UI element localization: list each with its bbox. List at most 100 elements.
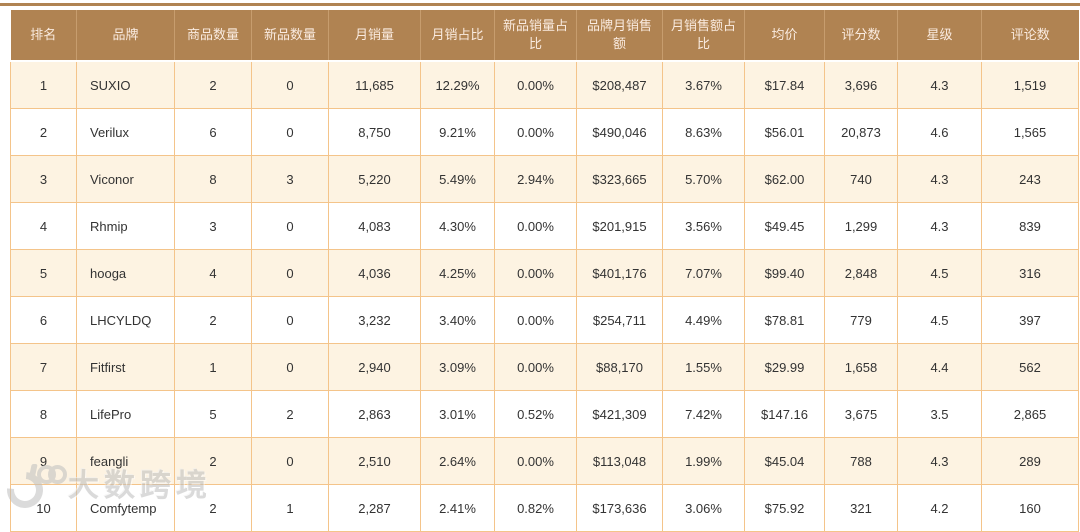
cell-review_count: 562: [981, 343, 1079, 391]
cell-monthly_sales_share: 2.41%: [420, 484, 495, 532]
cell-monthly_sales_share: 12.29%: [420, 60, 495, 109]
cell-monthly_revenue: $201,915: [576, 202, 663, 250]
cell-rank: 8: [10, 390, 77, 438]
cell-new_products: 0: [251, 249, 329, 297]
cell-products: 3: [174, 202, 252, 250]
cell-rating_count: 321: [824, 484, 898, 532]
cell-new_sales_share: 0.00%: [494, 60, 577, 109]
cell-rank: 7: [10, 343, 77, 391]
column-header-avg_price: 均价: [744, 10, 825, 62]
cell-avg_price: $17.84: [744, 60, 825, 109]
cell-monthly_sales: 4,036: [328, 249, 421, 297]
cell-products: 2: [174, 437, 252, 485]
cell-avg_price: $45.04: [744, 437, 825, 485]
cell-rating_count: 1,658: [824, 343, 898, 391]
cell-new_products: 0: [251, 108, 329, 156]
cell-new_products: 0: [251, 343, 329, 391]
cell-new_sales_share: 0.82%: [494, 484, 577, 532]
cell-monthly_sales: 11,685: [328, 60, 421, 109]
cell-rating_count: 1,299: [824, 202, 898, 250]
cell-brand: hooga: [76, 249, 175, 297]
cell-star: 4.5: [897, 296, 982, 344]
column-header-monthly_revenue: 品牌月销售额: [576, 10, 663, 62]
cell-star: 4.3: [897, 437, 982, 485]
cell-star: 4.5: [897, 249, 982, 297]
cell-avg_price: $62.00: [744, 155, 825, 203]
cell-monthly_revenue_share: 3.56%: [662, 202, 745, 250]
cell-monthly_revenue_share: 1.99%: [662, 437, 745, 485]
cell-new_sales_share: 0.00%: [494, 249, 577, 297]
cell-review_count: 289: [981, 437, 1079, 485]
column-header-new_products: 新品数量: [251, 10, 329, 62]
cell-avg_price: $49.45: [744, 202, 825, 250]
cell-monthly_revenue_share: 4.49%: [662, 296, 745, 344]
cell-monthly_sales: 2,863: [328, 390, 421, 438]
cell-monthly_sales: 3,232: [328, 296, 421, 344]
brand-ranking-table: 排名 品牌 商品数量 新品数量 月销量 月销占比 新品销量占比 品牌月销售额 月销售额占比 均价评…: [10, 10, 1079, 532]
cell-review_count: 1,519: [981, 60, 1079, 109]
cell-monthly_revenue: $490,046: [576, 108, 663, 156]
cell-star: 3.5: [897, 390, 982, 438]
cell-products: 1: [174, 343, 252, 391]
cell-brand: Viconor: [76, 155, 175, 203]
cell-review_count: 1,565: [981, 108, 1079, 156]
cell-monthly_sales: 5,220: [328, 155, 421, 203]
table-row: 4 Rhmip 3 0 4,083 4.30% 0.00% $201,915 3.56% $49.…: [10, 202, 1079, 250]
cell-monthly_sales: 2,940: [328, 343, 421, 391]
column-header-new_sales_share: 新品销量占比: [494, 10, 577, 62]
cell-products: 2: [174, 484, 252, 532]
cell-brand: LifePro: [76, 390, 175, 438]
cell-monthly_revenue: $88,170: [576, 343, 663, 391]
table-body: 1 SUXIO 2 0 11,685 12.29% 0.00% $208,487 3.67% $1…: [10, 60, 1079, 532]
cell-rating_count: 3,675: [824, 390, 898, 438]
column-header-rank: 排名: [10, 10, 77, 62]
cell-monthly_revenue: $421,309: [576, 390, 663, 438]
cell-monthly_revenue_share: 7.07%: [662, 249, 745, 297]
cell-review_count: 243: [981, 155, 1079, 203]
cell-new_products: 0: [251, 296, 329, 344]
cell-monthly_revenue: $401,176: [576, 249, 663, 297]
cell-new_products: 1: [251, 484, 329, 532]
cell-products: 4: [174, 249, 252, 297]
cell-products: 2: [174, 296, 252, 344]
cell-star: 4.6: [897, 108, 982, 156]
table-row: 7 Fitfirst 1 0 2,940 3.09% 0.00% $88,170 1.55% $2…: [10, 343, 1079, 391]
cell-new_products: 0: [251, 202, 329, 250]
cell-rank: 4: [10, 202, 77, 250]
cell-new_products: 3: [251, 155, 329, 203]
cell-monthly_revenue: $208,487: [576, 60, 663, 109]
cell-new_sales_share: 0.52%: [494, 390, 577, 438]
cell-avg_price: $56.01: [744, 108, 825, 156]
cell-monthly_sales: 4,083: [328, 202, 421, 250]
cell-monthly_sales_share: 3.01%: [420, 390, 495, 438]
cell-review_count: 397: [981, 296, 1079, 344]
cell-avg_price: $147.16: [744, 390, 825, 438]
cell-new_products: 2: [251, 390, 329, 438]
cell-avg_price: $78.81: [744, 296, 825, 344]
header-row: 排名 品牌 商品数量 新品数量 月销量 月销占比 新品销量占比 品牌月销售额 月销售额占比 均价评…: [10, 10, 1079, 62]
table-row: 10 Comfytemp 2 1 2,287 2.41% 0.82% $173,636 3.06…: [10, 484, 1079, 532]
cell-star: 4.2: [897, 484, 982, 532]
cell-new_sales_share: 0.00%: [494, 343, 577, 391]
cell-brand: Fitfirst: [76, 343, 175, 391]
cell-star: 4.3: [897, 202, 982, 250]
cell-brand: SUXIO: [76, 60, 175, 109]
cell-monthly_sales: 2,510: [328, 437, 421, 485]
cell-monthly_revenue: $113,048: [576, 437, 663, 485]
cell-monthly_revenue: $173,636: [576, 484, 663, 532]
column-header-brand: 品牌: [76, 10, 175, 62]
column-header-monthly_revenue_share: 月销售额占比: [662, 10, 745, 62]
cell-monthly_sales_share: 4.25%: [420, 249, 495, 297]
column-header-star: 星级: [897, 10, 982, 62]
cell-brand: Comfytemp: [76, 484, 175, 532]
cell-products: 5: [174, 390, 252, 438]
cell-monthly_sales_share: 4.30%: [420, 202, 495, 250]
cell-brand: Verilux: [76, 108, 175, 156]
column-header-rating_count: 评分数: [824, 10, 898, 62]
cell-monthly_revenue: $254,711: [576, 296, 663, 344]
column-header-products: 商品数量: [174, 10, 252, 62]
cell-rating_count: 2,848: [824, 249, 898, 297]
cell-review_count: 160: [981, 484, 1079, 532]
cell-monthly_sales_share: 3.40%: [420, 296, 495, 344]
cell-new_sales_share: 0.00%: [494, 108, 577, 156]
